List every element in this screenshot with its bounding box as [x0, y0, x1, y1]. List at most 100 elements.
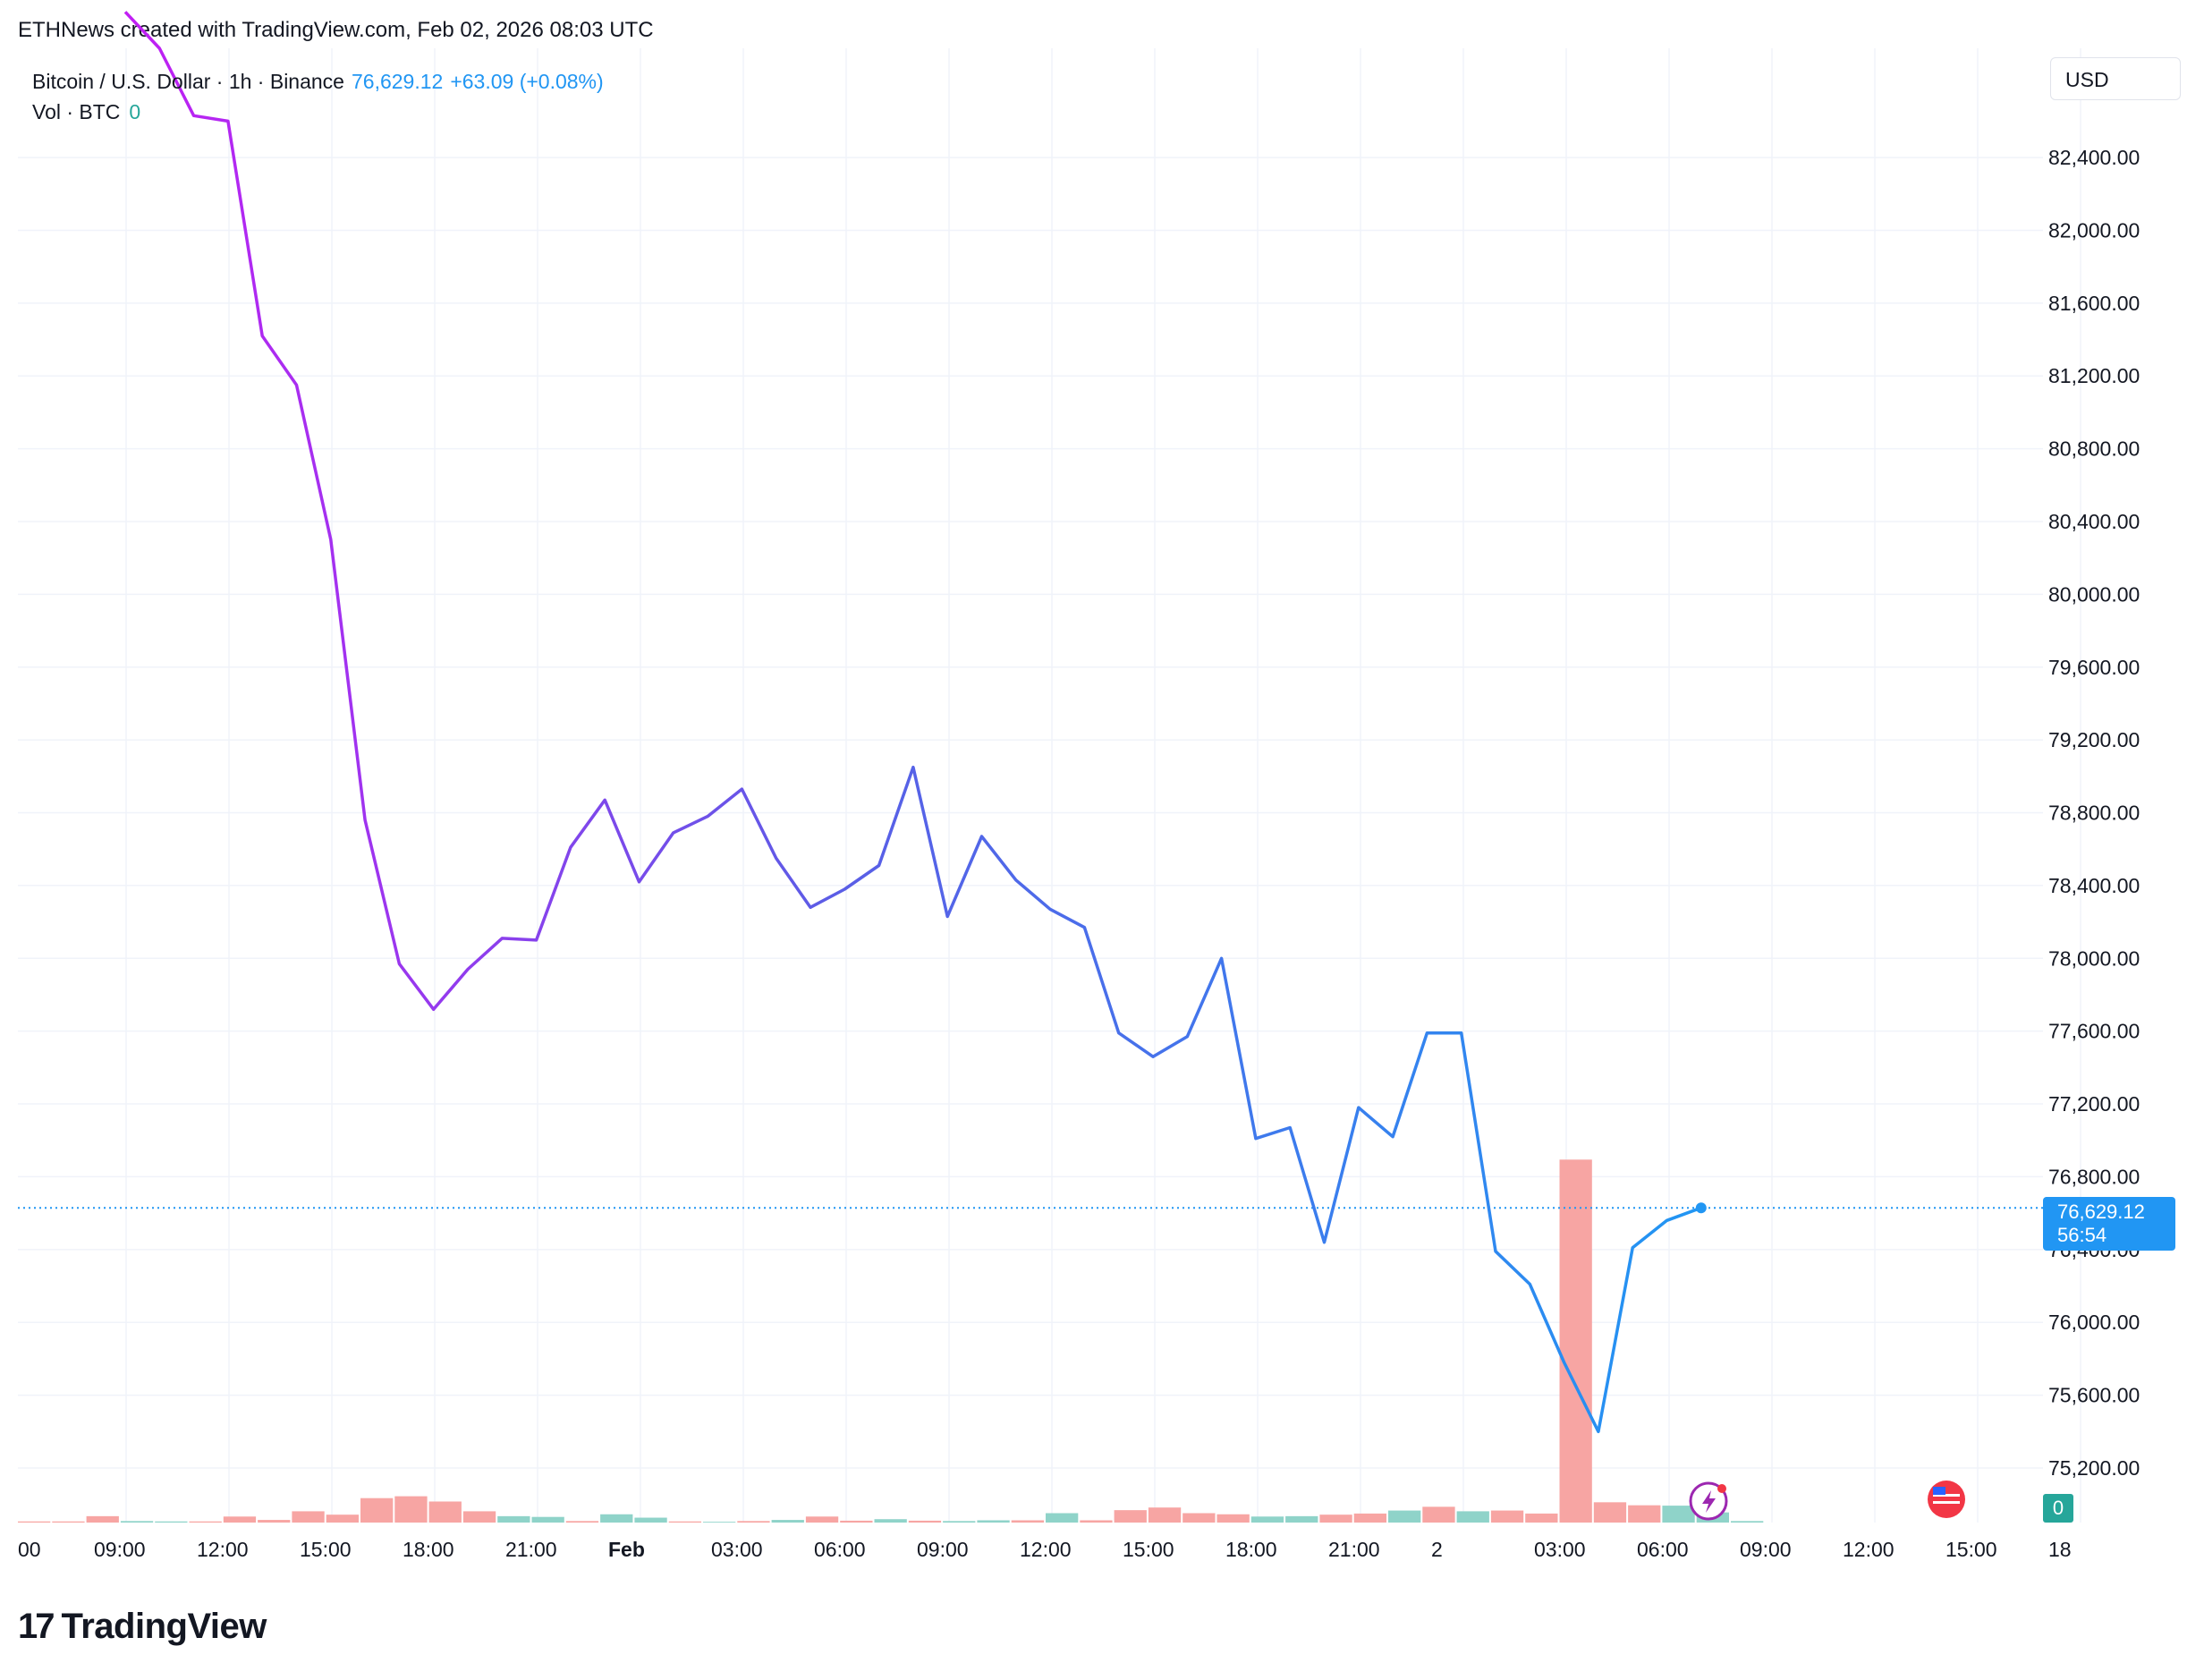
volume-bar	[531, 1516, 564, 1523]
time-tick-label: 09:00	[917, 1538, 969, 1561]
time-tick-label: 18	[2048, 1538, 2072, 1561]
volume-tag: 0	[2043, 1494, 2073, 1523]
volume-bar	[86, 1515, 119, 1523]
time-tick-label: 03:00	[1534, 1538, 1586, 1561]
events-icon	[1689, 1481, 1728, 1521]
volume-bar	[120, 1521, 154, 1523]
time-tick-label: 2	[1431, 1538, 1443, 1561]
chart-grid	[18, 48, 2081, 1523]
volume-bar	[462, 1511, 496, 1523]
volume-bar	[1593, 1502, 1627, 1523]
volume-bar	[428, 1501, 462, 1523]
time-tick-label: 15:00	[300, 1538, 352, 1561]
volume-bar	[155, 1521, 188, 1523]
chart-credit: ETHNews created with TradingView.com, Fe…	[18, 18, 654, 42]
time-tick-label: 06:00	[1637, 1538, 1689, 1561]
price-tick-label: 80,800.00	[2048, 437, 2140, 461]
price-tick-label: 80,000.00	[2048, 582, 2140, 606]
price-tick-label: 75,600.00	[2048, 1384, 2140, 1407]
last-price-value: 76,629.12	[351, 70, 444, 93]
volume-bar	[1148, 1507, 1182, 1523]
volume-bar	[18, 1521, 51, 1523]
volume-bar	[1046, 1513, 1079, 1523]
volume-bar	[360, 1498, 394, 1523]
price-tick-label: 76,000.00	[2048, 1311, 2140, 1334]
last-price-tag-value: 76,629.12	[2057, 1201, 2145, 1223]
tradingview-logo[interactable]: 17 TradingView	[18, 1607, 267, 1647]
volume-bar	[1662, 1506, 1695, 1523]
volume-bar	[223, 1516, 257, 1523]
price-tick-label: 77,200.00	[2048, 1092, 2140, 1116]
tradingview-logo-icon: 17	[18, 1607, 55, 1646]
volume-bar	[1353, 1513, 1386, 1523]
volume-bar	[1114, 1510, 1147, 1523]
volume-bar	[1731, 1521, 1764, 1523]
volume-bar	[1183, 1513, 1216, 1523]
time-tick-label: 06:00	[814, 1538, 866, 1561]
volume-bar	[258, 1520, 291, 1523]
volume-bars	[18, 1159, 1764, 1523]
price-tick-label: 76,800.00	[2048, 1165, 2140, 1188]
volume-bar	[52, 1521, 85, 1523]
time-tick-label: 00	[18, 1538, 41, 1561]
price-tick-label: 78,400.00	[2048, 874, 2140, 897]
time-tick-label: 21:00	[505, 1538, 557, 1561]
volume-bar	[805, 1516, 839, 1523]
volume-bar	[943, 1521, 976, 1523]
price-tick-label: 75,200.00	[2048, 1456, 2140, 1480]
volume-bar	[565, 1521, 599, 1523]
price-tick-label: 79,200.00	[2048, 728, 2140, 751]
last-price-tag: 76,629.12 56:54	[2043, 1197, 2175, 1251]
price-tick-label: 77,600.00	[2048, 1020, 2140, 1043]
price-axis: 82,400.00 82,000.00 81,600.00 81,200.00 80,8…	[2048, 146, 2140, 1480]
volume-bar	[1388, 1510, 1421, 1523]
price-tick-label: 81,200.00	[2048, 364, 2140, 387]
price-tick-label: 78,000.00	[2048, 946, 2140, 970]
time-tick-label: 15:00	[1945, 1538, 1997, 1561]
volume-bar	[1250, 1516, 1284, 1523]
volume-bar	[1628, 1505, 1661, 1523]
currency-button[interactable]: USD	[2050, 57, 2181, 100]
volume-bar	[874, 1519, 907, 1523]
time-axis: 00 09:00 12:00 15:00 18:00 21:00 Feb 03:00 06:00…	[18, 1538, 2072, 1561]
time-tick-label: 18:00	[403, 1538, 454, 1561]
time-tick-label: 15:00	[1123, 1538, 1174, 1561]
volume-bar	[1285, 1515, 1318, 1523]
volume-bar	[703, 1522, 736, 1523]
time-tick-label: Feb	[608, 1538, 645, 1561]
time-tick-label: 12:00	[197, 1538, 249, 1561]
price-tick-label: 82,400.00	[2048, 146, 2140, 169]
symbol-description[interactable]: Bitcoin / U.S. Dollar · 1h · Binance	[32, 70, 344, 93]
price-tick-label: 78,800.00	[2048, 802, 2140, 825]
volume-bar	[840, 1520, 873, 1523]
time-tick-label: 12:00	[1843, 1538, 1895, 1561]
volume-bar	[394, 1496, 428, 1523]
volume-bar	[1422, 1506, 1455, 1523]
volume-bar	[1011, 1520, 1044, 1523]
volume-bar	[634, 1517, 667, 1523]
volume-bar	[326, 1515, 359, 1523]
price-tick-label: 80,400.00	[2048, 510, 2140, 533]
volume-bar	[1080, 1520, 1113, 1523]
time-tick-label: 09:00	[94, 1538, 146, 1561]
us-flag-icon	[1928, 1481, 1965, 1518]
price-series-line	[123, 11, 1702, 1434]
volume-bar	[1559, 1159, 1592, 1523]
volume-bar	[292, 1511, 325, 1523]
time-tick-label: 03:00	[711, 1538, 763, 1561]
price-tick-label: 79,600.00	[2048, 656, 2140, 679]
last-price-dot	[1695, 1202, 1707, 1214]
volume-bar	[771, 1520, 804, 1523]
price-tick-label: 81,600.00	[2048, 292, 2140, 315]
volume-bar	[189, 1521, 222, 1523]
volume-bar	[1456, 1511, 1489, 1523]
volume-bar	[908, 1520, 942, 1523]
price-tick-label: 82,000.00	[2048, 218, 2140, 242]
volume-bar	[600, 1514, 633, 1523]
time-tick-label: 18:00	[1225, 1538, 1277, 1561]
volume-label[interactable]: Vol · BTC	[32, 100, 121, 123]
tradingview-brand: TradingView	[61, 1607, 267, 1646]
volume-value: 0	[129, 100, 141, 123]
volume-bar	[1490, 1510, 1524, 1523]
